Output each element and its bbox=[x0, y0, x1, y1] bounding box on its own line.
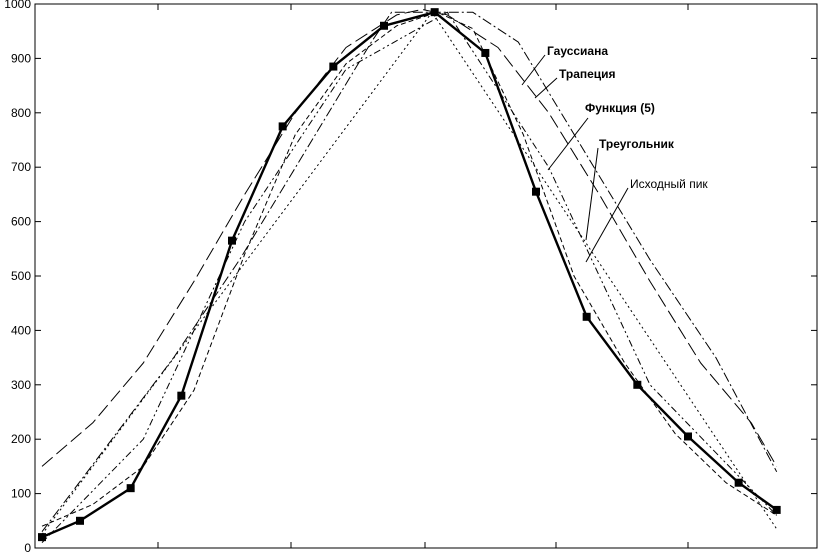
y-tick-label-6: 600 bbox=[11, 215, 31, 229]
annotation-layer: Гауссиана Трапеция Функция (5) Треугольн… bbox=[521, 44, 708, 263]
x-axis bbox=[157, 4, 689, 548]
annotation-function5: Функция (5) bbox=[585, 101, 655, 115]
data-point-0-1 bbox=[76, 516, 84, 525]
series-layer bbox=[38, 8, 781, 543]
series-line-3 bbox=[41, 11, 777, 527]
y-tick-label-10: 1000 bbox=[4, 0, 31, 11]
y-tick-label-8: 800 bbox=[11, 106, 31, 120]
data-point-0-0 bbox=[38, 533, 46, 542]
y-tick-label-1: 100 bbox=[11, 487, 31, 501]
data-point-0-14 bbox=[734, 478, 743, 487]
y-tick-label-9: 900 bbox=[11, 51, 31, 65]
series-line-5 bbox=[41, 11, 778, 543]
data-point-0-6 bbox=[329, 62, 338, 71]
data-point-0-13 bbox=[684, 432, 692, 441]
y-tick-label-0: 0 bbox=[24, 541, 31, 554]
y-tick-label-5: 500 bbox=[11, 269, 31, 283]
y-tick-label-2: 200 bbox=[11, 432, 31, 446]
annotation-leader-triangle bbox=[585, 147, 599, 241]
annotation-leader-function5 bbox=[547, 117, 589, 171]
series-line-4 bbox=[41, 11, 778, 535]
data-point-0-2 bbox=[126, 484, 135, 493]
annotation-triangle: Треугольник bbox=[599, 137, 675, 151]
y-tick-label-7: 700 bbox=[11, 160, 31, 174]
plot-area-frame bbox=[34, 3, 818, 549]
data-point-0-7 bbox=[380, 21, 388, 30]
annotation-gaussian: Гауссиана bbox=[547, 44, 608, 58]
annotation-trapezoid: Трапеция bbox=[559, 67, 616, 81]
y-axis: 0 100 200 300 400 500 600 700 800 900 1000 bbox=[4, 0, 817, 554]
annotation-original-peak: Исходный пик bbox=[630, 177, 708, 191]
data-point-0-5 bbox=[278, 122, 287, 131]
data-point-0-15 bbox=[772, 505, 781, 514]
data-point-0-4 bbox=[228, 236, 236, 245]
series-line-0 bbox=[41, 10, 778, 539]
data-point-0-11 bbox=[582, 312, 591, 321]
data-point-0-3 bbox=[177, 391, 186, 400]
annotation-leader-gaussian bbox=[521, 54, 546, 86]
y-tick-label-4: 400 bbox=[11, 323, 31, 337]
data-point-0-12 bbox=[633, 380, 642, 389]
y-tick-label-3: 300 bbox=[11, 378, 31, 392]
data-point-0-10 bbox=[532, 187, 540, 196]
annotation-leader-trapezoid bbox=[534, 77, 558, 99]
annotation-leader-original-peak bbox=[585, 187, 629, 263]
data-point-0-9 bbox=[481, 48, 490, 57]
series-line-1 bbox=[41, 8, 778, 467]
